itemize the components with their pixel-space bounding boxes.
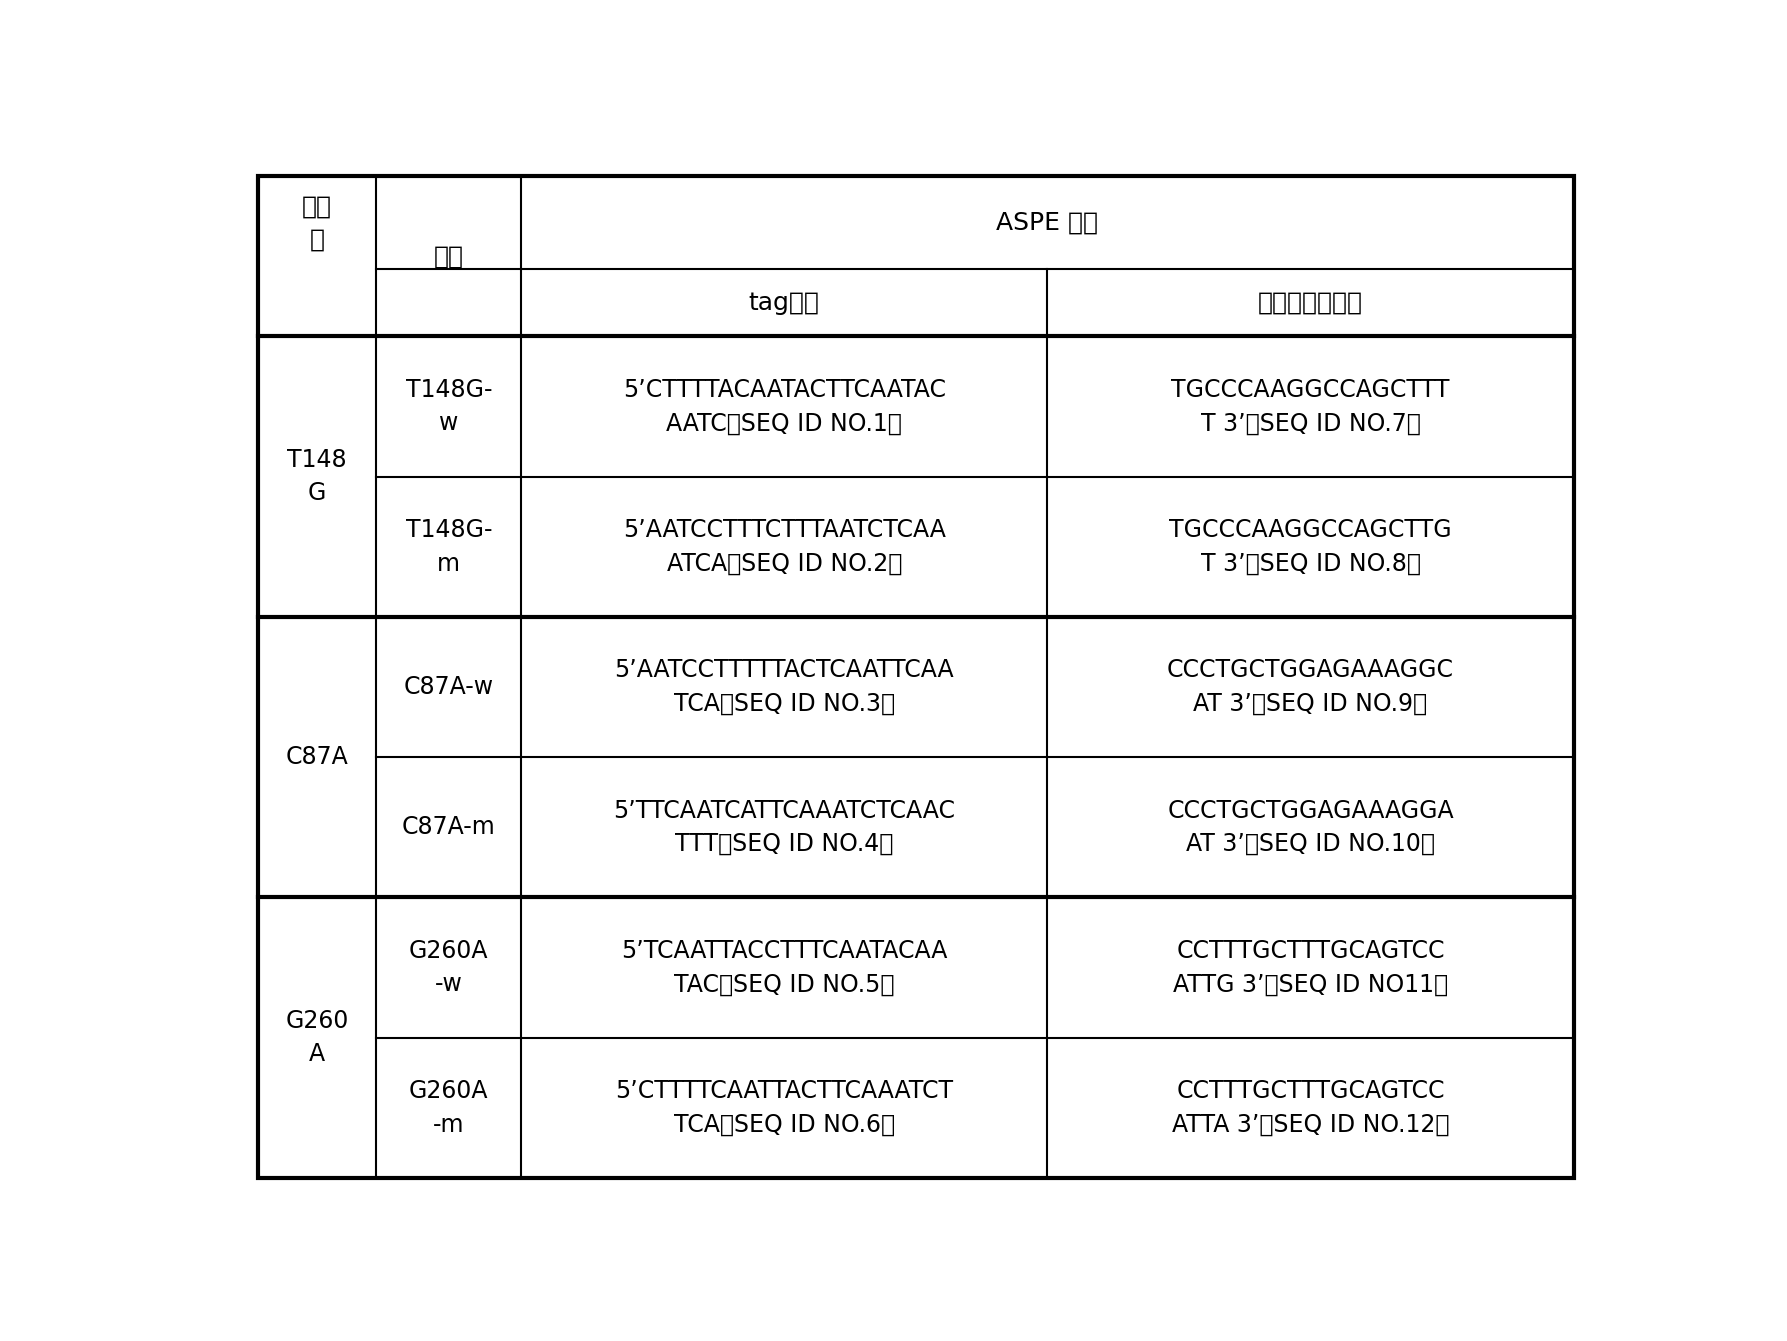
- Text: 5’CTTTTCAATTACTTCAAATCT
TCA（SEQ ID NO.6）: 5’CTTTTCAATTACTTCAAATCT TCA（SEQ ID NO.6）: [615, 1080, 952, 1137]
- Text: G260A
-w: G260A -w: [409, 939, 488, 996]
- Text: CCCTGCTGGAGAAAGGC
AT 3’（SEQ ID NO.9）: CCCTGCTGGAGAAAGGC AT 3’（SEQ ID NO.9）: [1167, 658, 1455, 716]
- Text: CCTTTGCTTTGCAGTCC
ATTA 3’（SEQ ID NO.12）: CCTTTGCTTTGCAGTCC ATTA 3’（SEQ ID NO.12）: [1172, 1080, 1449, 1137]
- Text: ASPE 引物: ASPE 引物: [997, 211, 1099, 235]
- Text: 5’AATCCTTTTTACTCAATTCAA
TCA（SEQ ID NO.3）: 5’AATCCTTTTTACTCAATTCAA TCA（SEQ ID NO.3）: [615, 658, 954, 716]
- Text: CCCTGCTGGAGAAAGGA
AT 3’（SEQ ID NO.10）: CCCTGCTGGAGAAAGGA AT 3’（SEQ ID NO.10）: [1167, 799, 1455, 856]
- Text: C87A-m: C87A-m: [402, 815, 495, 839]
- Text: C87A: C87A: [286, 746, 348, 770]
- Text: 特异性引物序列: 特异性引物序列: [1258, 291, 1363, 315]
- Text: G260A
-m: G260A -m: [409, 1080, 488, 1137]
- Text: 5’AATCCTTTCTTTAATCTCAA
ATCA（SEQ ID NO.2）: 5’AATCCTTTCTTTAATCTCAA ATCA（SEQ ID NO.2）: [624, 518, 945, 575]
- Text: T148
G: T148 G: [288, 448, 347, 506]
- Text: T148G-
m: T148G- m: [406, 518, 491, 575]
- Text: T148G-
w: T148G- w: [406, 378, 491, 436]
- Text: tag序列: tag序列: [749, 291, 820, 315]
- Text: G260
A: G260 A: [286, 1008, 348, 1066]
- Text: 基因
型: 基因 型: [302, 194, 332, 252]
- Text: 类型: 类型: [434, 244, 465, 268]
- Text: 5’CTTTTACAATACTTCAATAC
AATC（SEQ ID NO.1）: 5’CTTTTACAATACTTCAATAC AATC（SEQ ID NO.1）: [624, 378, 945, 436]
- Text: 5’TTCAATCATTCAAATCTCAAC
TTT（SEQ ID NO.4）: 5’TTCAATCATTCAAATCTCAAC TTT（SEQ ID NO.4）: [613, 799, 956, 856]
- Text: TGCCCAAGGCCAGCTTG
T 3’（SEQ ID NO.8）: TGCCCAAGGCCAGCTTG T 3’（SEQ ID NO.8）: [1169, 518, 1451, 575]
- Text: 5’TCAATTACCTTTCAATACAA
TAC（SEQ ID NO.5）: 5’TCAATTACCTTTCAATACAA TAC（SEQ ID NO.5）: [622, 939, 947, 996]
- Text: C87A-w: C87A-w: [404, 675, 493, 699]
- Text: TGCCCAAGGCCAGCTTT
T 3’（SEQ ID NO.7）: TGCCCAAGGCCAGCTTT T 3’（SEQ ID NO.7）: [1170, 378, 1449, 436]
- Text: CCTTTGCTTTGCAGTCC
ATTG 3’（SEQ ID NO11）: CCTTTGCTTTGCAGTCC ATTG 3’（SEQ ID NO11）: [1172, 939, 1447, 996]
